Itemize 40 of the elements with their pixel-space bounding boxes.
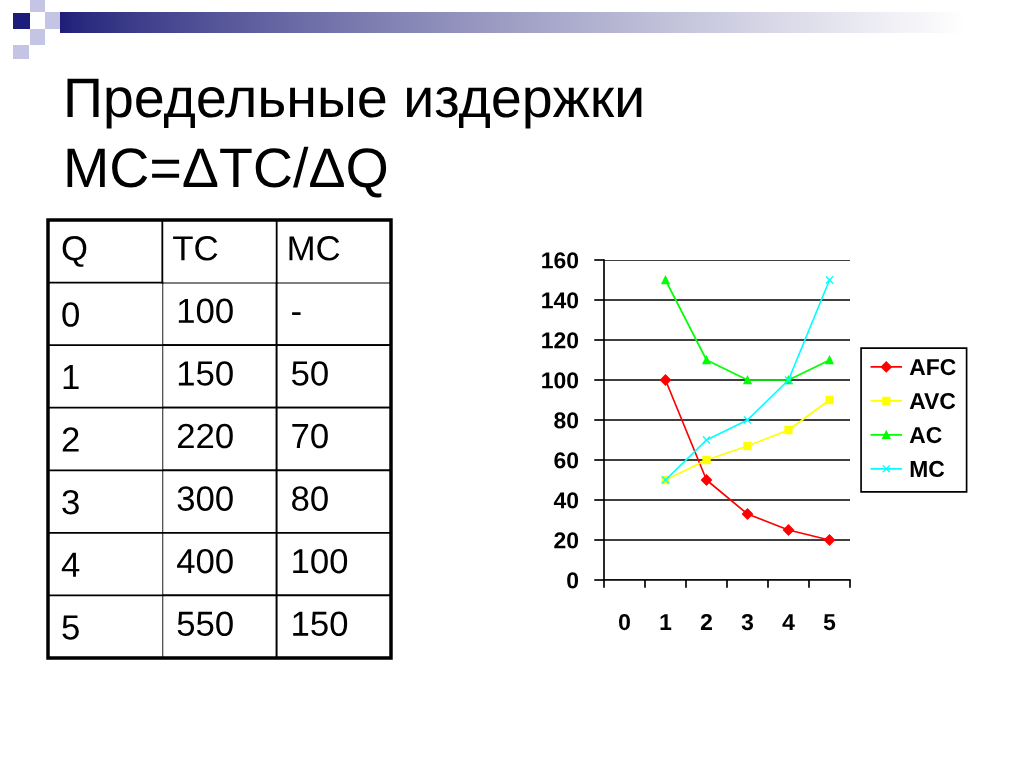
y-tick-label: 40 bbox=[553, 492, 579, 509]
legend-label: AC bbox=[909, 426, 942, 444]
x-tick-label: 0 bbox=[619, 613, 630, 631]
x-tick-label: TC bbox=[173, 236, 218, 261]
x-tick-label: 4 bbox=[782, 614, 795, 630]
y-tick-label: 1 bbox=[63, 365, 79, 390]
data-label: 50 bbox=[291, 361, 328, 386]
y-axis-title: Q bbox=[62, 236, 87, 267]
y-tick-label: 0 bbox=[567, 572, 579, 589]
legend-label: AFC bbox=[909, 358, 956, 376]
x-tick-label: 2 bbox=[700, 613, 712, 630]
data-label: 150 bbox=[293, 611, 348, 637]
y-tick-label: 0 bbox=[62, 302, 79, 327]
chart-subtitle: MC=ΔTC/ΔQ bbox=[67, 146, 387, 198]
data-label: 550 bbox=[177, 611, 233, 637]
y-tick-label: 4 bbox=[61, 552, 80, 577]
x-tick-label: 5 bbox=[823, 614, 836, 631]
data-label: 150 bbox=[178, 361, 233, 386]
data-label: 100 bbox=[293, 548, 348, 574]
data-label: 220 bbox=[177, 423, 233, 449]
y-tick-label: 80 bbox=[554, 412, 579, 429]
legend-label: AVC bbox=[909, 392, 956, 410]
x-tick-label: 3 bbox=[741, 613, 754, 631]
data-label: 100 bbox=[178, 298, 233, 324]
y-tick-label: 160 bbox=[542, 252, 579, 269]
data-label: 300 bbox=[177, 486, 233, 511]
y-tick-label: 60 bbox=[554, 452, 579, 469]
annotation: - bbox=[292, 312, 301, 315]
data-label: 400 bbox=[177, 548, 233, 574]
y-tick-label: 120 bbox=[542, 332, 579, 349]
y-tick-label: 20 bbox=[554, 532, 579, 549]
chart-title: Предельные издержки bbox=[67, 78, 642, 129]
y-tick-label: 100 bbox=[542, 372, 579, 389]
y-tick-label: 140 bbox=[542, 292, 579, 309]
data-label: 80 bbox=[292, 486, 328, 511]
y-tick-label: 2 bbox=[62, 427, 79, 452]
data-label: 70 bbox=[292, 423, 328, 449]
x-tick-label: 1 bbox=[660, 614, 672, 630]
legend-label: MC bbox=[910, 460, 945, 478]
y-tick-label: 3 bbox=[62, 489, 79, 515]
